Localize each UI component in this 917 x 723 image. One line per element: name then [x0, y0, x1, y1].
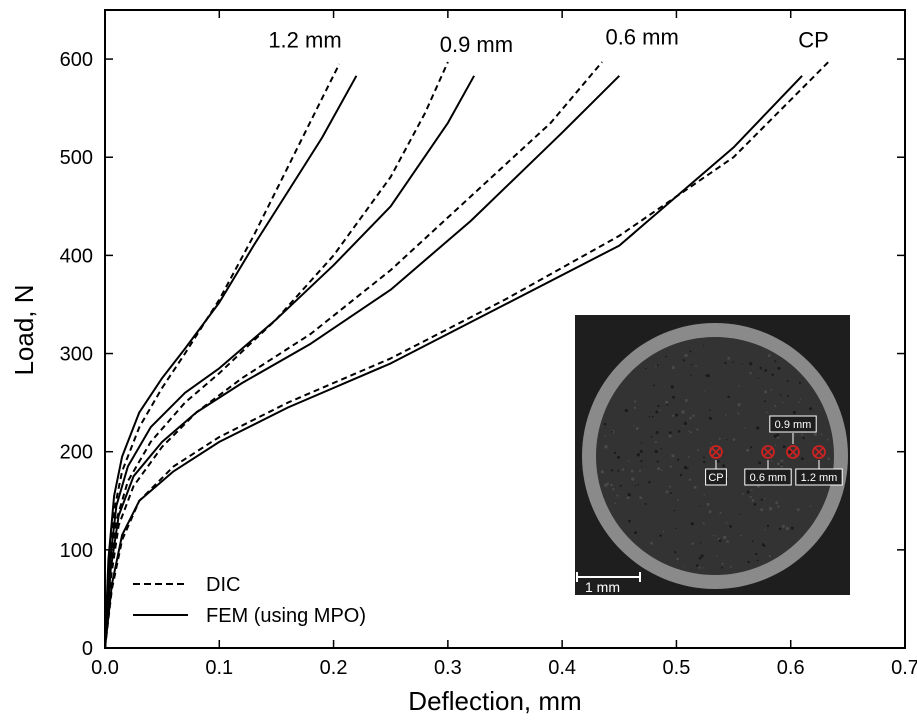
x-tick-label: 0.4: [548, 657, 576, 679]
inset-image: CP 0.6 mm 0.9 mm 1.2 mm 1 mm: [575, 315, 850, 595]
inset-label-box: [744, 468, 792, 486]
series-line-0-6-mm-solid: [104, 75, 621, 649]
curve-label-cp: CP: [798, 27, 829, 52]
inset-marker-0-9-mm: [786, 445, 800, 459]
x-tick-label: 0.1: [205, 657, 233, 679]
series-line-1-2-mm-solid: [104, 75, 358, 649]
x-axis-title: Deflection, mm: [408, 686, 581, 716]
inset-label-box: [769, 415, 817, 433]
inset-disc: [596, 337, 834, 575]
curve-label-1-2-mm: 1.2 mm: [268, 27, 341, 52]
inset-scale-label: 1 mm: [585, 579, 620, 595]
inset-marker-label-cp: CP: [708, 472, 723, 484]
inset-label-box: [795, 468, 843, 486]
series-line-0-9-mm-dashed: [104, 61, 449, 649]
inset-marker-cross-b: [711, 447, 721, 457]
y-tick-label: 0: [82, 638, 93, 660]
x-tick-label: 0.6: [777, 657, 805, 679]
legend-label-fem: FEM (using MPO): [206, 605, 366, 627]
plot-frame: [104, 9, 906, 649]
inset-marker-label-0-9-mm: 0.9 mm: [775, 419, 812, 431]
y-tick-label: 200: [60, 442, 93, 464]
series-line-0-6-mm-dashed: [104, 61, 603, 649]
y-tick-label: 500: [60, 147, 93, 169]
y-tick-label: 600: [60, 49, 93, 71]
inset-speckle-pattern: [600, 345, 830, 569]
x-tick-label: 0.5: [663, 657, 691, 679]
x-tick-label: 0.7: [891, 657, 917, 679]
legend: DIC FEM (using MPO): [133, 574, 366, 627]
inset-marker-cross-b: [814, 447, 824, 457]
inset-marker-cross-b: [763, 447, 773, 457]
x-tick-label: 0.0: [91, 657, 119, 679]
y-axis-title: Load, N: [9, 284, 39, 375]
inset-marker-label-1-2-mm: 1.2 mm: [801, 472, 838, 484]
series-line-1-2-mm-dashed: [104, 63, 341, 649]
x-tick-label: 0.2: [320, 657, 348, 679]
y-tick-label: 300: [60, 344, 93, 366]
legend-label-dic: DIC: [206, 574, 240, 596]
curve-label-0-9-mm: 0.9 mm: [440, 32, 513, 57]
y-tick-label: 100: [60, 540, 93, 562]
x-tick-label: 0.3: [434, 657, 462, 679]
inset-label-box: [705, 468, 727, 486]
series-line-cp-solid: [104, 75, 803, 649]
series-line-0-9-mm-solid: [104, 75, 475, 649]
inset-marker-label-0-6-mm: 0.6 mm: [750, 472, 787, 484]
inset-marker-1-2-mm: [812, 445, 826, 459]
curve-label-0-6-mm: 0.6 mm: [605, 24, 678, 49]
inset-marker-cross-b: [788, 447, 798, 457]
y-tick-label: 400: [60, 245, 93, 267]
inset-marker-cp: [709, 445, 723, 459]
inset-marker-0-6-mm: [761, 445, 775, 459]
